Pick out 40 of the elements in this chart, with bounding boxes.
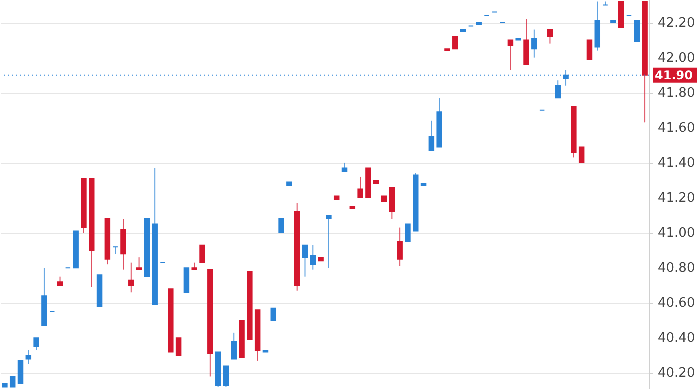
candlestick <box>18 360 24 384</box>
candlestick <box>302 244 308 278</box>
candlestick <box>136 257 142 270</box>
candlestick <box>34 338 40 351</box>
candlestick <box>176 338 182 356</box>
candlestick <box>508 40 514 71</box>
candlestick <box>634 20 640 43</box>
candlestick <box>278 218 284 234</box>
candlestick <box>452 36 458 50</box>
candlestick <box>223 366 230 388</box>
candlestick <box>555 80 561 99</box>
candlestick <box>547 29 554 44</box>
y-tick-label: 41.40 <box>658 156 696 171</box>
candlestick <box>405 224 411 242</box>
y-tick-label: 41.80 <box>658 86 696 101</box>
candlestick <box>428 120 435 152</box>
candlestick <box>310 244 316 270</box>
candlestick <box>397 227 403 267</box>
candlestick <box>586 40 593 60</box>
y-tick-label: 40.20 <box>658 366 696 382</box>
candlestick <box>231 332 237 360</box>
candlestick <box>112 246 118 255</box>
ref-line-label: 41.90 <box>655 68 693 82</box>
candlestick <box>358 176 364 199</box>
y-tick-label: 42.20 <box>658 16 696 31</box>
candlestick <box>26 350 32 365</box>
candlestick <box>200 244 206 264</box>
candlestick <box>578 146 585 164</box>
y-tick-label: 40.80 <box>658 261 696 276</box>
candlestick <box>10 376 16 388</box>
candlestick <box>128 262 134 294</box>
y-tick-label: 40.60 <box>658 296 696 312</box>
y-tick-label: 41.20 <box>658 191 696 206</box>
candlestick <box>270 308 277 322</box>
y-tick-label: 41.00 <box>658 226 696 242</box>
y-tick-label: 41.60 <box>658 120 696 136</box>
candlestick <box>532 29 538 58</box>
candlestick <box>326 215 332 269</box>
y-tick-label: 42.00 <box>658 50 696 66</box>
y-tick-label: 40.40 <box>658 331 696 346</box>
